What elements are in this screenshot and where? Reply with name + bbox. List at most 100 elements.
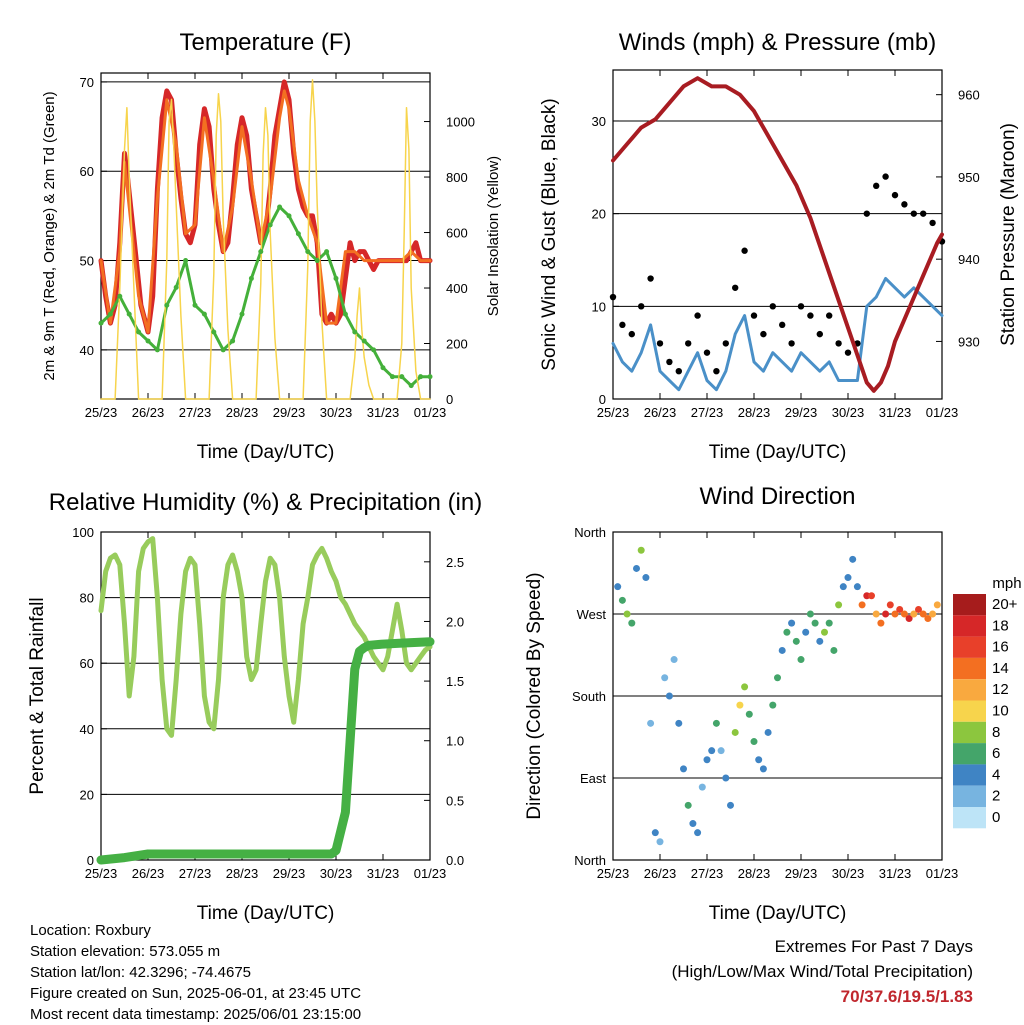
chart-title: Winds (mph) & Pressure (mb) xyxy=(619,29,936,56)
gust-point xyxy=(694,312,701,319)
x-tick-label: 28/23 xyxy=(226,405,259,420)
chart-title: Relative Humidity (%) & Precipitation (i… xyxy=(49,489,482,516)
y-tick-label: 20 xyxy=(80,787,94,802)
gust-point xyxy=(920,210,927,217)
direction-point xyxy=(919,610,927,618)
y-axis-label: Percent & Total Rainfall xyxy=(27,597,48,794)
extremes-title: Extremes For Past 7 Days xyxy=(774,937,973,956)
x-tick-label: 25/23 xyxy=(85,405,118,420)
legend-label: 18 xyxy=(992,617,1009,634)
direction-point xyxy=(835,601,843,609)
td-point xyxy=(173,284,179,290)
gust-point xyxy=(901,201,908,208)
td-point xyxy=(248,275,254,281)
gust-point xyxy=(882,173,889,180)
y-tick-label: South xyxy=(572,689,606,704)
x-tick-label: 01/23 xyxy=(414,866,447,881)
x-axis-label: Time (Day/UTC) xyxy=(709,903,847,924)
gust-point xyxy=(826,312,833,319)
x-tick-label: 31/23 xyxy=(879,405,912,420)
y2-tick-label: 400 xyxy=(446,281,468,296)
direction-point xyxy=(811,619,819,627)
direction-point xyxy=(886,601,894,609)
x-tick-label: 30/23 xyxy=(832,405,865,420)
td-point xyxy=(342,311,348,317)
x-tick-label: 26/23 xyxy=(644,405,677,420)
td-point xyxy=(324,249,330,255)
direction-point xyxy=(839,583,847,591)
legend-label: 10 xyxy=(992,703,1009,720)
x-tick-label: 26/23 xyxy=(132,866,165,881)
direction-point xyxy=(797,656,805,664)
td-point xyxy=(145,338,151,344)
td-point xyxy=(277,204,283,210)
y-tick-label: 30 xyxy=(592,114,606,129)
y-tick-label: 60 xyxy=(80,656,94,671)
direction-point xyxy=(764,728,772,736)
direction-point xyxy=(727,801,734,809)
direction-point xyxy=(628,619,636,627)
y-tick-label: North xyxy=(574,525,606,540)
legend-label: 4 xyxy=(992,766,1000,783)
t9m-line xyxy=(99,89,432,334)
gust-point xyxy=(722,340,729,347)
solar-line xyxy=(100,79,431,400)
direction-point xyxy=(802,628,810,636)
td-point xyxy=(286,213,292,219)
elevation-text: Station elevation: 573.055 m xyxy=(30,943,221,960)
direction-point xyxy=(759,765,767,773)
y-tick-label: 20 xyxy=(592,207,606,222)
legend-swatch xyxy=(953,764,986,786)
gust-point xyxy=(703,349,711,356)
td-point xyxy=(239,311,245,317)
precip-line xyxy=(96,637,435,865)
td-point xyxy=(136,329,142,335)
direction-point xyxy=(717,747,725,755)
gust-point xyxy=(675,367,682,375)
direction-point xyxy=(877,619,885,627)
direction-point xyxy=(708,747,716,755)
direction-point xyxy=(731,728,739,736)
td-point xyxy=(408,383,414,389)
direction-point xyxy=(844,574,852,582)
x-axis-label: Time (Day/UTC) xyxy=(709,442,847,463)
legend-label: 12 xyxy=(992,681,1009,698)
direction-point xyxy=(778,646,786,654)
latlon-text: Station lat/lon: 42.3296; -74.4675 xyxy=(30,964,252,981)
gust-point xyxy=(779,321,786,329)
gust-point xyxy=(666,358,673,366)
direction-point xyxy=(853,583,861,591)
direction-point xyxy=(792,637,800,645)
direction-point xyxy=(680,765,687,773)
td-point xyxy=(389,374,395,380)
gust-point xyxy=(807,312,814,319)
direction-point xyxy=(741,683,749,691)
gust-point xyxy=(713,367,720,375)
y2-tick-label: 200 xyxy=(446,337,468,352)
y-axis-label: Direction (Colored By Speed) xyxy=(524,572,545,819)
x-tick-label: 26/23 xyxy=(644,866,677,881)
direction-point xyxy=(703,756,711,764)
y2-tick-label: 800 xyxy=(446,170,468,185)
direction-point xyxy=(637,546,645,554)
gust-point xyxy=(835,340,842,347)
td-point xyxy=(371,347,377,353)
x-tick-label: 28/23 xyxy=(226,866,259,881)
y-tick-label: East xyxy=(580,771,606,786)
direction-point xyxy=(825,619,833,627)
y2-axis-label: Station Pressure (Maroon) xyxy=(998,123,1019,346)
y-tick-label: North xyxy=(574,853,606,868)
gust-point xyxy=(656,340,664,347)
td-point xyxy=(107,311,113,317)
td-point xyxy=(427,374,433,380)
gust-point xyxy=(647,275,654,282)
direction-point xyxy=(665,692,673,700)
td-point xyxy=(230,338,236,344)
y2-tick-label: 960 xyxy=(958,88,980,103)
x-axis-label: Time (Day/UTC) xyxy=(197,903,335,924)
legend-swatch xyxy=(953,594,986,616)
recent-text: Most recent data timestamp: 2025/06/01 2… xyxy=(30,1006,362,1023)
plot-frame xyxy=(100,72,431,400)
y-tick-label: West xyxy=(577,607,607,622)
gust-point xyxy=(609,293,617,301)
